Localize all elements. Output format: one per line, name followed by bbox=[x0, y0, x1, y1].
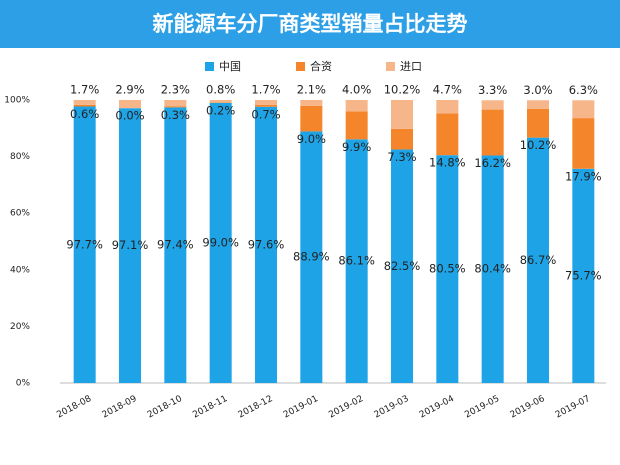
bar-segment bbox=[73, 106, 96, 383]
value-label: 2.9% bbox=[115, 83, 144, 97]
value-label: 86.1% bbox=[338, 254, 375, 268]
bar-segment bbox=[391, 149, 413, 383]
value-label: 0.0% bbox=[115, 109, 144, 123]
value-label: 4.7% bbox=[433, 83, 462, 97]
value-label: 9.0% bbox=[297, 132, 326, 146]
bar-segment bbox=[209, 102, 232, 383]
bar-segment bbox=[345, 139, 368, 383]
bar-segment bbox=[119, 108, 141, 383]
value-label: 14.8% bbox=[429, 156, 466, 170]
value-label: 97.6% bbox=[248, 237, 285, 251]
x-tick-label: 2018-09 bbox=[101, 394, 139, 421]
bar-segment bbox=[73, 104, 96, 107]
value-label: 6.3% bbox=[569, 83, 598, 97]
bar-segment bbox=[164, 107, 187, 383]
value-label: 9.9% bbox=[342, 140, 371, 154]
y-tick-label: 0% bbox=[16, 379, 31, 389]
legend-label: 合资 bbox=[310, 59, 332, 73]
value-label: 0.8% bbox=[206, 83, 235, 97]
value-label: 1.7% bbox=[70, 83, 99, 97]
bar-segment bbox=[255, 100, 277, 105]
bar-segment bbox=[119, 100, 141, 109]
x-tick-label: 2018-11 bbox=[191, 394, 229, 420]
legend-label: 进口 bbox=[400, 60, 422, 73]
bar-segment bbox=[527, 100, 549, 109]
bar-segment bbox=[391, 128, 413, 150]
x-tick-label: 2019-04 bbox=[418, 394, 456, 421]
legend-swatch bbox=[205, 62, 214, 71]
bar-segment bbox=[300, 131, 323, 383]
value-label: 2.3% bbox=[161, 83, 190, 97]
value-label: 0.6% bbox=[70, 107, 99, 121]
value-label: 80.4% bbox=[474, 262, 511, 276]
value-label: 10.2% bbox=[520, 138, 557, 152]
value-label: 97.1% bbox=[112, 238, 149, 252]
value-label: 97.4% bbox=[157, 238, 194, 252]
y-tick-label: 100% bbox=[4, 96, 30, 106]
value-label: 88.9% bbox=[293, 250, 330, 264]
value-label: 99.0% bbox=[202, 235, 239, 249]
chart-title: 新能源车分厂商类型销量占比走势 bbox=[153, 12, 468, 36]
bar-segment bbox=[164, 100, 187, 107]
bar-segment bbox=[572, 118, 595, 169]
bar-segment bbox=[255, 106, 277, 384]
bar-segment bbox=[255, 104, 277, 107]
value-label: 80.5% bbox=[429, 262, 466, 276]
x-tick-label: 2019-07 bbox=[554, 394, 592, 420]
bar-segment bbox=[345, 100, 368, 112]
bar-segment bbox=[300, 100, 323, 106]
bar-segment bbox=[300, 105, 323, 132]
bar-segment bbox=[436, 113, 459, 156]
value-label: 17.9% bbox=[565, 169, 602, 183]
value-label: 2.1% bbox=[297, 83, 326, 97]
bar-segment bbox=[73, 100, 96, 105]
value-label: 75.7% bbox=[565, 268, 602, 282]
bar-segment bbox=[209, 102, 232, 103]
bar-segment bbox=[345, 111, 368, 140]
value-label: 1.7% bbox=[251, 83, 280, 97]
legend-swatch bbox=[386, 62, 395, 71]
bar-segment bbox=[481, 109, 504, 156]
bar-segment bbox=[572, 100, 595, 119]
legend-swatch bbox=[296, 62, 305, 71]
bar-segment bbox=[436, 100, 459, 114]
x-tick-label: 2018-08 bbox=[55, 394, 93, 421]
x-tick-label: 2019-03 bbox=[373, 394, 411, 420]
x-tick-label: 2019-01 bbox=[282, 394, 320, 420]
value-label: 4.0% bbox=[342, 83, 371, 97]
y-tick-label: 60% bbox=[10, 209, 30, 219]
bar-segment bbox=[527, 137, 549, 383]
value-label: 0.3% bbox=[161, 108, 190, 122]
value-label: 86.7% bbox=[520, 253, 557, 267]
x-tick-label: 2019-05 bbox=[463, 394, 501, 420]
y-tick-label: 80% bbox=[10, 152, 30, 162]
x-tick-label: 2019-02 bbox=[327, 394, 365, 420]
bar-segment bbox=[572, 168, 595, 383]
bar-segment bbox=[164, 106, 187, 108]
bar-segment bbox=[391, 100, 413, 129]
value-label: 82.5% bbox=[384, 259, 421, 273]
value-label: 97.7% bbox=[66, 237, 103, 251]
x-tick-label: 2018-12 bbox=[237, 394, 275, 420]
value-label: 3.0% bbox=[523, 83, 552, 97]
y-tick-label: 40% bbox=[10, 265, 30, 275]
value-label: 7.3% bbox=[387, 150, 416, 164]
value-label: 0.7% bbox=[251, 107, 280, 121]
y-tick-label: 20% bbox=[10, 322, 30, 332]
bar-segment bbox=[481, 155, 504, 383]
x-tick-label: 2019-06 bbox=[509, 394, 547, 421]
bar-segment bbox=[209, 100, 232, 103]
value-label: 0.2% bbox=[206, 103, 235, 117]
bar-segment bbox=[481, 100, 504, 110]
legend-label: 中国 bbox=[219, 60, 241, 73]
bar-segment bbox=[527, 108, 549, 138]
value-label: 10.2% bbox=[384, 83, 421, 97]
x-tick-label: 2018-10 bbox=[146, 394, 184, 421]
title-banner bbox=[0, 0, 620, 48]
bar-segment bbox=[436, 155, 459, 383]
value-label: 16.2% bbox=[474, 156, 511, 170]
value-label: 3.3% bbox=[478, 83, 507, 97]
